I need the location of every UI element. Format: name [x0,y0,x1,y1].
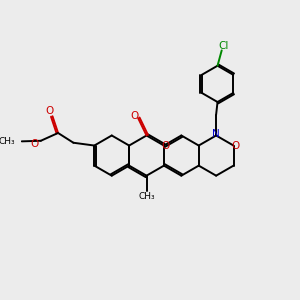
Text: CH₃: CH₃ [0,137,15,146]
Text: CH₃: CH₃ [138,192,155,201]
Text: O: O [232,140,240,151]
Text: O: O [131,111,139,121]
Text: O: O [45,106,53,116]
Text: O: O [31,139,39,149]
Text: Cl: Cl [218,40,228,51]
Text: N: N [212,129,220,139]
Text: O: O [161,140,170,151]
